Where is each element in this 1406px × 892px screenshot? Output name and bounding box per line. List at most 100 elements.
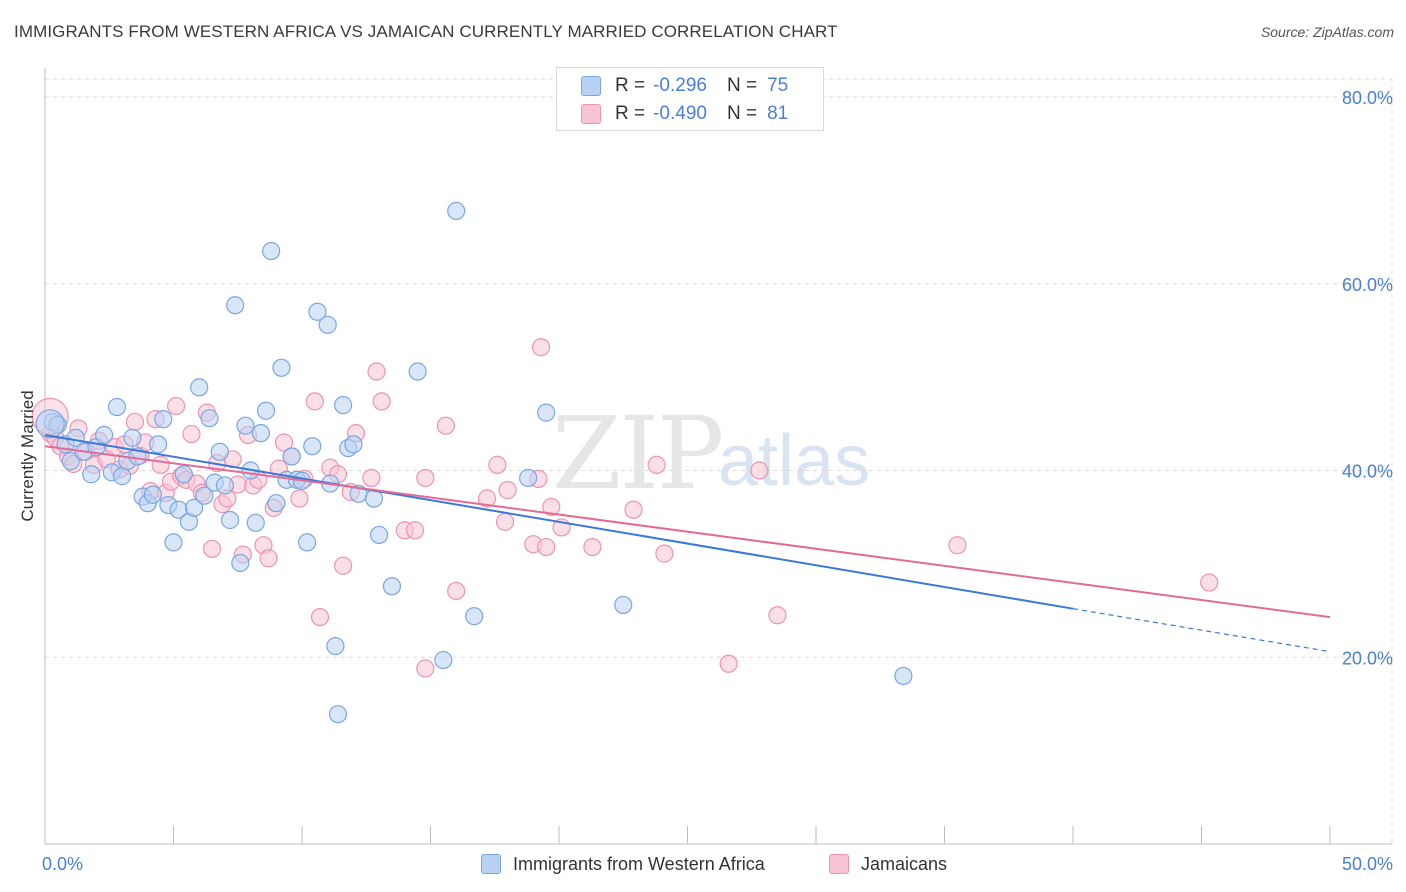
jamaicans-point	[362, 468, 381, 488]
legend-n-label: N =	[726, 103, 758, 124]
jamaicans-point	[495, 512, 515, 531]
jamaicans-point	[182, 424, 201, 444]
chart-title: IMMIGRANTS FROM WESTERN AFRICA VS JAMAIC…	[14, 22, 838, 41]
jamaicans-point	[488, 455, 507, 474]
legend-n-value: 81	[767, 103, 789, 124]
western-africa-trend-line	[44, 434, 1074, 610]
x-tick-label: 0.0%	[42, 854, 83, 874]
western-africa-point	[614, 595, 633, 615]
jamaicans-point	[531, 338, 551, 357]
legend-r-label: R =	[615, 103, 646, 124]
western-africa-point	[61, 452, 80, 471]
western-africa-point	[262, 241, 281, 261]
jamaicans-point	[542, 497, 561, 517]
western-africa-point	[303, 437, 322, 456]
western-africa-point	[82, 465, 101, 484]
western-africa-point	[251, 424, 270, 443]
western-africa-point	[107, 397, 127, 417]
axes	[44, 68, 1392, 845]
jamaicans-point	[498, 481, 517, 500]
jamaicans-point	[372, 392, 391, 411]
jamaicans-point	[537, 537, 556, 557]
western-africa-points	[35, 201, 913, 724]
jamaicans-trend-line	[44, 445, 1331, 619]
western-africa-point	[267, 494, 286, 513]
jamaicans-point	[310, 607, 330, 627]
watermark-zip: ZIP	[552, 395, 724, 512]
western-africa-point	[344, 435, 363, 454]
y-tick-label: 40.0%	[1342, 462, 1393, 482]
western-africa-point	[154, 410, 173, 429]
western-africa-point	[123, 428, 142, 447]
jamaicans-point	[405, 521, 425, 540]
western-africa-point	[370, 525, 389, 545]
y-axis-label: Currently Married	[18, 390, 37, 522]
legend-row-western-africa: R = -0.296 N = 75	[581, 74, 788, 98]
jamaicans-point	[125, 412, 145, 432]
jamaicans-point	[1200, 573, 1219, 592]
jamaicans-point	[151, 455, 170, 474]
watermark-atlas: atlas	[718, 421, 871, 501]
western-africa-point	[334, 396, 353, 415]
western-africa-point	[236, 416, 255, 435]
legend-swatch-pink	[581, 104, 601, 124]
jamaicans-point	[655, 544, 674, 563]
trend-lines	[44, 434, 1331, 653]
jamaicans-point	[768, 606, 787, 625]
western-africa-point	[447, 201, 466, 221]
jamaicans-point	[624, 500, 643, 519]
jamaicans-point	[259, 549, 278, 568]
western-africa-point	[190, 378, 209, 397]
jamaicans-points	[31, 338, 1219, 678]
western-africa-point	[195, 486, 214, 505]
western-africa-point	[246, 513, 265, 532]
bottom-legend-swatch-pink	[829, 854, 849, 874]
jamaicans-point	[750, 461, 769, 480]
western-africa-point	[465, 607, 484, 626]
y-tick-label: 20.0%	[1342, 648, 1393, 668]
western-africa-point	[308, 302, 327, 321]
jamaicans-point	[436, 416, 456, 435]
western-africa-point	[220, 510, 240, 530]
western-africa-point	[164, 533, 183, 552]
western-africa-point	[272, 358, 291, 377]
western-africa-point	[282, 447, 301, 466]
jamaicans-point	[447, 581, 466, 601]
western-africa-point	[95, 425, 114, 445]
gridlines	[45, 78, 1393, 844]
western-africa-point	[894, 666, 913, 686]
western-africa-trend-extension	[1072, 608, 1331, 653]
legend-r-value: -0.490	[653, 103, 707, 124]
western-africa-point	[226, 296, 245, 315]
bottom-legend-western-africa: Immigrants from Western Africa	[481, 852, 765, 876]
jamaicans-point	[719, 654, 738, 673]
western-africa-point	[143, 485, 163, 504]
western-africa-point	[519, 468, 538, 488]
jamaicans-point	[334, 556, 353, 575]
jamaicans-point	[202, 539, 222, 559]
western-africa-point	[174, 465, 193, 484]
western-africa-point	[537, 403, 556, 422]
jamaicans-point	[367, 362, 386, 381]
jamaicans-point	[477, 489, 497, 508]
western-africa-point	[200, 409, 219, 428]
legend-n-label: N =	[726, 75, 758, 96]
western-africa-point	[256, 401, 276, 420]
y-tick-label: 60.0%	[1342, 275, 1393, 295]
legend-row-jamaicans: R = -0.490 N = 81	[581, 102, 788, 126]
western-africa-point	[326, 636, 345, 656]
bottom-legend-label: Jamaicans	[861, 853, 948, 874]
tick-labels: 20.0% 40.0% 60.0% 80.0% 0.0% 50.0%	[42, 88, 1393, 874]
jamaicans-point	[416, 468, 435, 488]
jamaicans-point	[647, 455, 666, 474]
bottom-legend-swatch-blue	[481, 854, 501, 874]
western-africa-point	[434, 650, 453, 670]
jamaicans-point	[416, 659, 435, 678]
western-africa-point	[408, 362, 427, 381]
y-tick-label: 80.0%	[1342, 88, 1393, 108]
western-africa-point	[318, 315, 337, 334]
western-africa-point	[382, 577, 402, 596]
bottom-legend-label: Immigrants from Western Africa	[513, 853, 765, 874]
jamaicans-point	[583, 537, 602, 557]
